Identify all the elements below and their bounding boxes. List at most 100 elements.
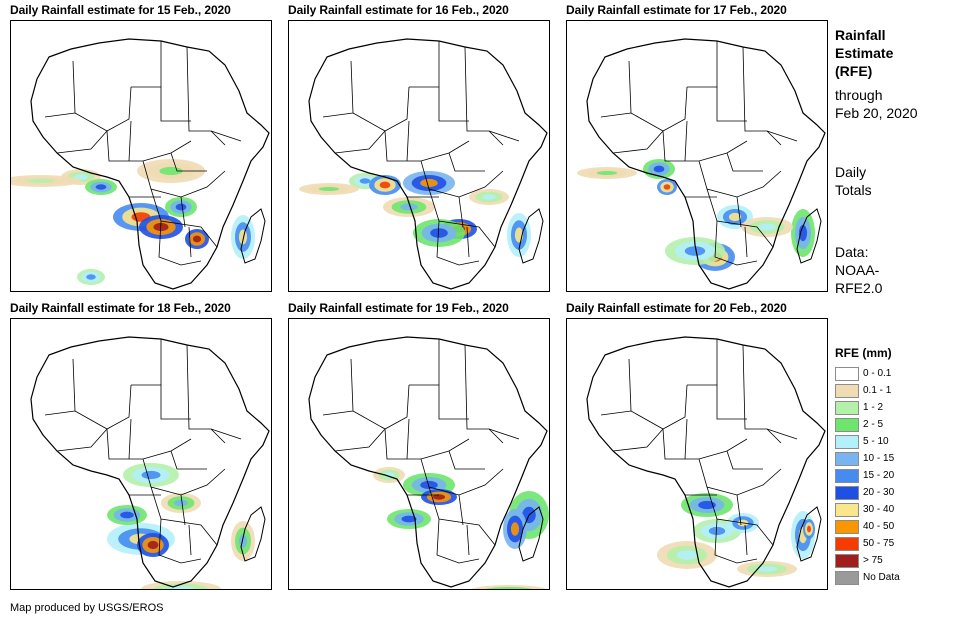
panel-title: Daily Rainfall estimate for 20 Feb., 202… (566, 301, 787, 315)
rainfall-map (288, 318, 550, 590)
country-border (448, 152, 485, 172)
product-title-line: Estimate (835, 45, 894, 61)
legend-swatch (835, 520, 859, 534)
rainfall-area (663, 184, 671, 190)
rainfall-area (401, 515, 417, 523)
legend-title: RFE (mm) (835, 346, 892, 360)
madagascar-outline (518, 208, 544, 264)
rainfall-area (728, 212, 742, 222)
rainfall-area (596, 171, 618, 175)
country-border (612, 428, 664, 452)
country-border (150, 188, 218, 248)
legend-swatch (835, 435, 859, 449)
product-title-line: Rainfall (835, 27, 886, 43)
country-border (150, 486, 218, 546)
through-date: through Feb 20, 2020 (835, 86, 918, 122)
legend-label: 0.1 - 1 (863, 385, 892, 396)
rainfall-area (676, 550, 698, 560)
country-border (428, 486, 496, 546)
country-border (180, 494, 186, 526)
through-line: through (835, 87, 883, 103)
country-border (334, 130, 386, 154)
legend-label: 40 - 50 (863, 521, 895, 532)
rainfall-area (192, 235, 202, 243)
legend-label: 2 - 5 (863, 419, 884, 430)
through-line: Feb 20, 2020 (835, 105, 918, 121)
rainfall-map (566, 318, 828, 590)
rainfall-area (238, 229, 248, 245)
legend-label: > 75 (863, 555, 883, 566)
map-canvas (30, 336, 270, 589)
rainfall-map (10, 20, 272, 292)
rainfall-area (141, 470, 161, 480)
country-border (406, 418, 410, 460)
rainfall-map (10, 318, 272, 590)
coastline (30, 336, 270, 588)
country-border (436, 220, 480, 266)
continent-fill (587, 337, 825, 587)
product-title: Rainfall Estimate (RFE) (835, 26, 893, 80)
rainfall-area (758, 223, 776, 231)
country-border (334, 428, 386, 452)
legend-swatch (835, 384, 859, 398)
country-border (406, 120, 410, 162)
country-border (409, 86, 469, 122)
madagascar-outline (240, 208, 266, 264)
panel-title: Daily Rainfall estimate for 18 Feb., 202… (10, 301, 231, 315)
country-border (744, 226, 748, 258)
country-border (466, 226, 470, 258)
country-border (464, 46, 504, 146)
country-border (322, 410, 354, 416)
coastline (308, 38, 548, 290)
country-border (131, 86, 191, 122)
continent-fill (309, 337, 547, 587)
legend-swatch (835, 554, 859, 568)
coastline (30, 38, 270, 290)
country-border (726, 152, 763, 172)
country-border (726, 450, 763, 470)
rainfall-area (318, 187, 340, 191)
legend-swatch (835, 367, 859, 381)
coastline (586, 38, 826, 290)
map-credit: Map produced by USGS/EROS (10, 602, 164, 614)
country-border (684, 418, 688, 460)
country-border (210, 130, 242, 142)
map-canvas (586, 336, 826, 588)
country-border (322, 112, 354, 118)
country-border (600, 410, 632, 416)
country-border (488, 130, 520, 142)
country-border (687, 86, 747, 122)
country-border (188, 226, 192, 258)
country-border (56, 130, 108, 154)
country-border (128, 120, 132, 162)
country-border (600, 112, 632, 118)
country-border (714, 518, 758, 564)
rainfall-area (359, 178, 371, 184)
legend-swatch (835, 452, 859, 466)
country-border (180, 196, 186, 228)
daily-line: Daily (835, 164, 867, 180)
country-border (744, 524, 748, 556)
rainfall-map (288, 20, 550, 292)
map-canvas (577, 38, 826, 290)
country-border (684, 120, 688, 162)
coastline (308, 336, 548, 588)
country-border (44, 410, 76, 416)
madagascar-outline (796, 208, 822, 264)
country-border (448, 450, 485, 470)
rainfall-area (383, 472, 395, 478)
rainfall-area (86, 274, 96, 280)
rainfall-area (175, 203, 187, 211)
map-canvas (11, 38, 270, 290)
country-border (158, 220, 202, 266)
panel-title: Daily Rainfall estimate for 19 Feb., 202… (288, 301, 509, 315)
country-border (210, 428, 242, 440)
legend-label: 30 - 40 (863, 504, 895, 515)
rainfall-area (147, 540, 159, 550)
rainfall-area (120, 511, 134, 519)
rainfall-map (566, 20, 828, 292)
country-border (612, 130, 664, 154)
country-border (736, 494, 742, 526)
panel-title: Daily Rainfall estimate for 15 Feb., 202… (10, 3, 231, 17)
rainfall-area (708, 526, 726, 536)
